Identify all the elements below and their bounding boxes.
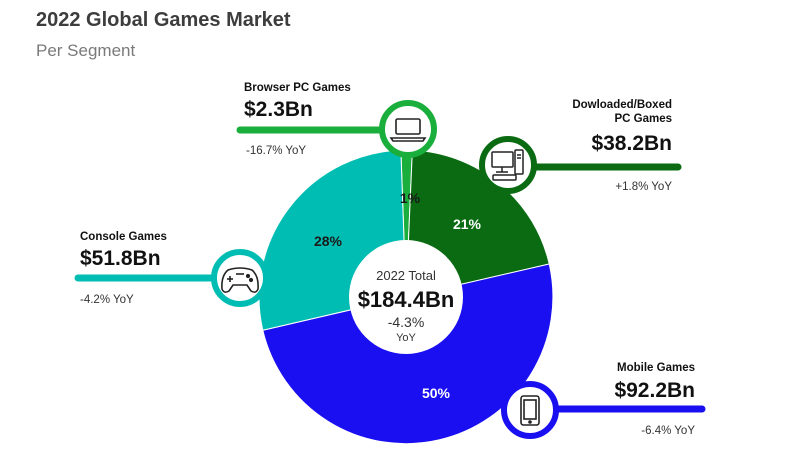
mobile-icon-badge [501, 381, 559, 439]
gamepad-icon [221, 267, 259, 293]
chart-title: 2022 Global Games Market [36, 9, 291, 31]
boxed-icon-badge [479, 136, 537, 194]
label-console-yoy: -4.2% YoY [80, 294, 134, 306]
label-mobile-name: Mobile Games [617, 362, 695, 374]
center-disc [349, 240, 463, 354]
desktop-computer-icon [491, 149, 524, 181]
percent-label-mobile: 50% [422, 385, 451, 401]
percent-label-boxed: 21% [453, 216, 482, 232]
label-console-name: Console Games [80, 231, 167, 243]
leader-lines [74, 126, 706, 413]
label-boxed-name-line1: Dowloaded/Boxed [572, 99, 672, 111]
label-browser-yoy: -16.7% YoY [246, 145, 306, 157]
percent-label-console: 28% [314, 233, 343, 249]
label-boxed-value: $38.2Bn [591, 132, 672, 155]
label-boxed-name-line2: PC Games [614, 113, 672, 125]
center-yoy: YoY [396, 332, 416, 344]
chart-subtitle: Per Segment [36, 41, 136, 60]
console-icon-badge [211, 249, 269, 307]
center-total: $184.4Bn [358, 287, 455, 312]
label-browser-value: $2.3Bn [244, 98, 313, 121]
browser-icon-badge [379, 100, 437, 158]
label-mobile-value: $92.2Bn [614, 379, 695, 402]
laptop-icon [389, 118, 427, 142]
center-change: -4.3% [388, 314, 425, 330]
label-console-value: $51.8Bn [80, 247, 161, 270]
label-boxed-yoy: +1.8% YoY [615, 181, 672, 193]
label-mobile-yoy: -6.4% YoY [641, 425, 695, 437]
label-browser-name: Browser PC Games [244, 82, 351, 94]
center-label: 2022 Total [376, 268, 436, 283]
percent-label-browser: 1% [400, 190, 421, 206]
smartphone-icon [520, 395, 540, 426]
